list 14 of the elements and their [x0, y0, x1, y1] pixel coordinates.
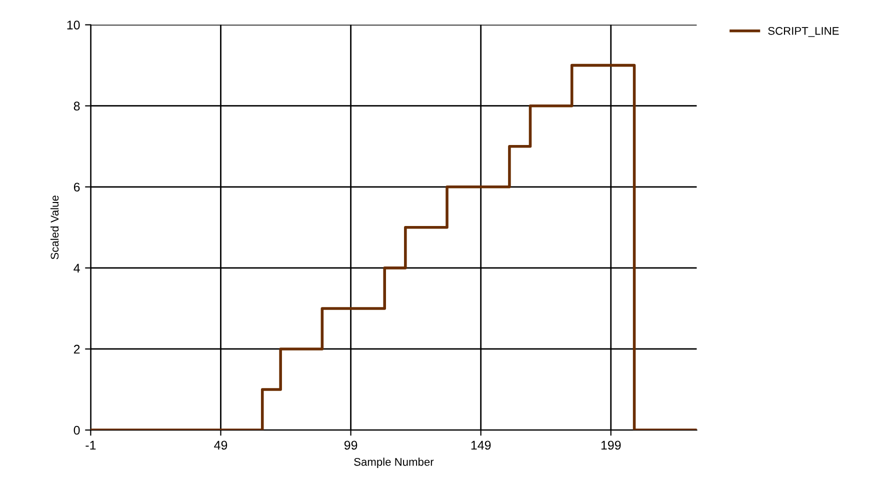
y-axis-title: Scaled Value: [50, 196, 59, 260]
y-tick-label: 0: [74, 426, 80, 435]
y-tick-label: 4: [74, 264, 80, 272]
y-tick-label: 8: [74, 102, 80, 110]
x-tick-label: -1: [86, 440, 96, 450]
y-tick-label: 2: [74, 344, 80, 354]
x-tick-label: 199: [601, 440, 621, 450]
x-tick-label: 99: [344, 440, 358, 450]
x-axis-title: Sample Number: [354, 458, 434, 468]
x-tick-label: 149: [471, 440, 491, 450]
y-tick-label: 10: [67, 20, 80, 30]
y-tick-label: 6: [74, 182, 80, 192]
x-tick-label: 49: [214, 440, 228, 450]
legend-label: SCRIPT_LINE: [768, 26, 839, 37]
